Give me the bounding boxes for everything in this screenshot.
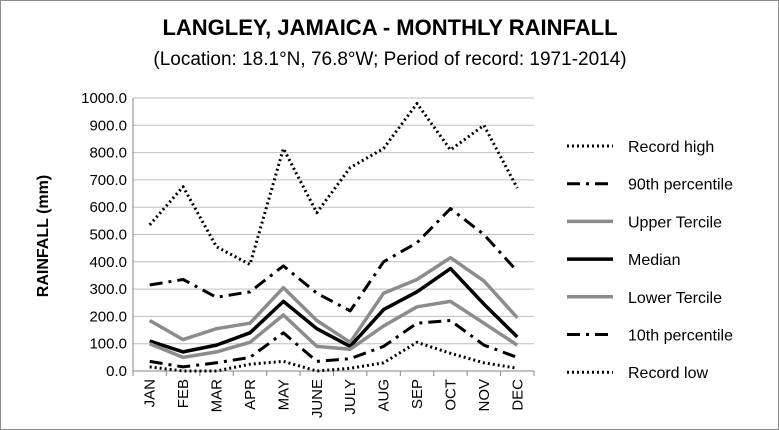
x-tick-label: FEB [175, 379, 192, 408]
series-line-10th-percentile [149, 319, 518, 369]
legend-label: Record high [628, 139, 714, 156]
x-tick-label: MAR [209, 379, 226, 413]
x-tick-labels: JAN FEB MAR APR MAY JUNE JULY AUG SEP OCT NOV DEC [142, 379, 527, 418]
y-tick-label: 200.0 [89, 308, 127, 325]
y-tick-label: 900.0 [89, 117, 127, 134]
y-tick-label: 0.0 [106, 363, 127, 380]
legend-label: Upper Tercile [628, 214, 722, 231]
x-tick-label: JAN [142, 379, 159, 407]
y-tick-label: 400.0 [89, 254, 127, 271]
y-tick-label: 1000.0 [81, 90, 127, 107]
series-line-median [149, 266, 519, 354]
y-tick-label: 300.0 [89, 281, 127, 298]
legend: Record high 90th percentile Upper Tercile M… [567, 139, 733, 382]
series-line-record-high [148, 102, 519, 266]
legend-label: Median [628, 252, 680, 269]
x-tick-label: MAY [275, 379, 292, 410]
legend-label: Lower Tercile [628, 290, 722, 307]
series-line-record-low [149, 340, 518, 373]
y-tick-label: 500.0 [89, 227, 127, 244]
gridlines [133, 97, 534, 345]
x-tick-label: JULY [342, 379, 359, 415]
x-tick-label: JUNE [309, 379, 326, 418]
series-line-upper-tercile [148, 255, 519, 345]
chart-subtitle: (Location: 18.1°N, 76.8°W; Period of rec… [153, 49, 626, 70]
y-tick-label: 700.0 [89, 172, 127, 189]
y-tick-label: 100.0 [89, 336, 127, 353]
x-tick-label: NOV [476, 379, 493, 412]
series-line-lower-tercile [149, 299, 519, 360]
series-line-90th-percentile [149, 207, 519, 313]
y-tick-label: 800.0 [89, 145, 127, 162]
legend-label: 10th percentile [628, 328, 733, 345]
x-tick-label: OCT [442, 379, 459, 411]
y-tick-labels: 0.0 100.0 200.0 300.0 400.0 500.0 600.0 700.0 80… [81, 90, 127, 380]
y-tick-label: 600.0 [89, 199, 127, 216]
axes [132, 98, 535, 376]
x-tick-label: AUG [376, 379, 393, 412]
x-tick-label: APR [242, 379, 259, 410]
chart-title: LANGLEY, JAMAICA - MONTHLY RAINFALL [162, 15, 617, 40]
x-tick-label: SEP [409, 379, 426, 409]
legend-label: Record low [628, 365, 708, 382]
legend-label: 90th percentile [628, 177, 733, 194]
x-tick-label: DEC [509, 379, 526, 411]
series-lines [148, 102, 519, 373]
y-axis-label: RAINFALL (mm) [35, 175, 52, 297]
